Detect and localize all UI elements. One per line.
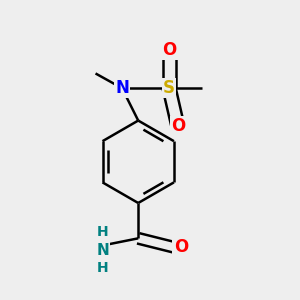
Text: N: N	[115, 79, 129, 97]
Text: O: O	[171, 117, 185, 135]
Text: S: S	[163, 79, 175, 97]
Text: H: H	[97, 261, 109, 275]
Text: O: O	[174, 238, 188, 256]
Text: H: H	[97, 225, 109, 239]
Text: O: O	[162, 41, 176, 59]
Text: N: N	[97, 243, 109, 258]
